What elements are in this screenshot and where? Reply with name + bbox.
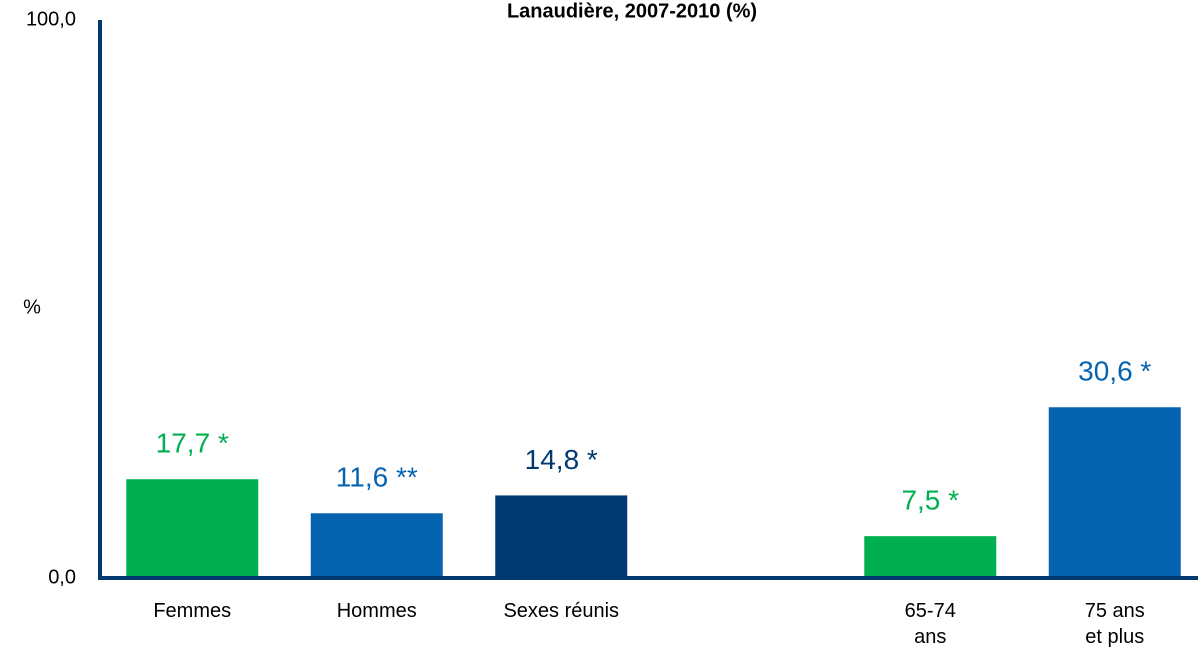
bar: [864, 536, 997, 578]
y-tick-label: 0,0: [48, 566, 76, 588]
chart-title: Lanaudière, 2007-2010 (%): [507, 0, 757, 22]
y-axis-label: %: [23, 296, 41, 318]
bar: [495, 495, 628, 578]
x-tick-label: Sexes réunis: [503, 600, 620, 622]
bar: [1048, 407, 1181, 578]
x-tick-label: Hommes: [336, 600, 417, 622]
value-label: 11,6 **: [336, 462, 418, 493]
bar: [310, 513, 443, 578]
x-tick-label: Femmes: [153, 600, 232, 622]
value-label: 14,8 *: [525, 444, 598, 475]
bar: [126, 479, 259, 578]
value-label: 17,7 *: [156, 428, 229, 459]
x-tick-label: 75 ans et plus: [1084, 600, 1145, 648]
x-tick-label: 65-74 ans: [904, 600, 956, 648]
value-label: 7,5 *: [901, 485, 959, 516]
value-label: 30,6 *: [1078, 356, 1151, 387]
y-tick-label: 100,0: [26, 8, 76, 30]
